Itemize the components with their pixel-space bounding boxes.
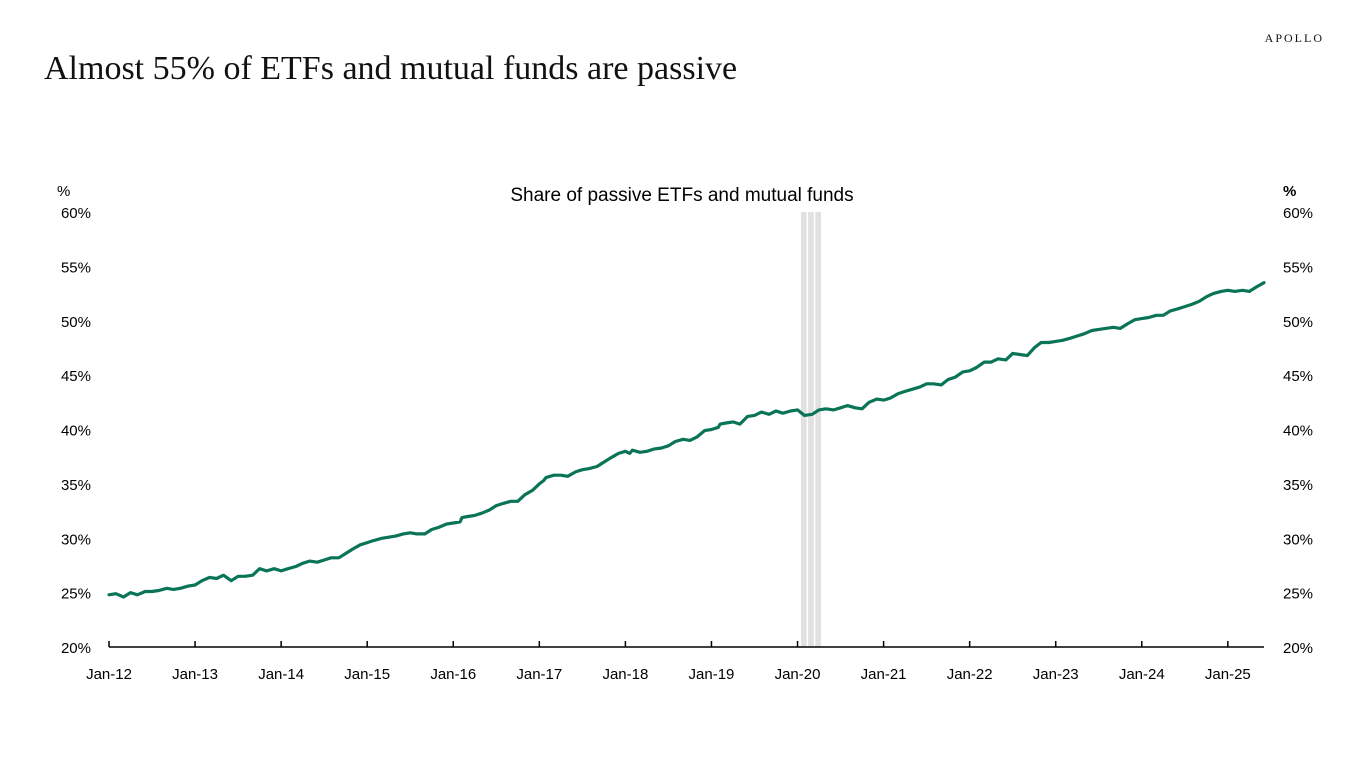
y-tick-label-right: 20%: [1283, 640, 1313, 657]
x-tick-label: Jan-19: [689, 666, 735, 683]
x-tick-label: Jan-23: [1033, 666, 1079, 683]
left-axis-unit-label: %: [57, 183, 70, 200]
y-tick-label-left: 35%: [61, 477, 91, 494]
y-tick-label-left: 20%: [61, 640, 91, 657]
y-tick-label-left: 60%: [61, 205, 91, 222]
x-tick-label: Jan-20: [775, 666, 821, 683]
recession-bands: [800, 212, 821, 647]
y-axis-left: 20% 25% 30% 35% 40% 45% 50% 55% 60%: [61, 205, 91, 657]
x-tick-label: Jan-22: [947, 666, 993, 683]
x-tick-label: Jan-24: [1119, 666, 1165, 683]
y-tick-label-left: 55%: [61, 259, 91, 276]
x-tick-label: Jan-15: [344, 666, 390, 683]
y-tick-label-left: 45%: [61, 368, 91, 385]
y-axis-right: 20% 25% 30% 35% 40% 45% 50% 55% 60%: [1283, 205, 1313, 657]
chart-title: Share of passive ETFs and mutual funds: [510, 185, 853, 206]
y-tick-label-right: 60%: [1283, 205, 1313, 222]
y-tick-label-left: 25%: [61, 586, 91, 603]
y-tick-label-right: 35%: [1283, 477, 1313, 494]
y-tick-label-right: 25%: [1283, 586, 1313, 603]
x-tick-label: Jan-17: [516, 666, 562, 683]
x-tick-label: Jan-13: [172, 666, 218, 683]
y-tick-label-left: 40%: [61, 423, 91, 440]
y-tick-label-left: 30%: [61, 531, 91, 548]
series-line-passive-share: [107, 281, 1266, 599]
x-tick-label: Jan-21: [861, 666, 907, 683]
x-tick-label: Jan-25: [1205, 666, 1251, 683]
x-tick-label: Jan-16: [430, 666, 476, 683]
recession-band-stripe: [815, 212, 821, 647]
page-title: Almost 55% of ETFs and mutual funds are …: [44, 50, 738, 87]
brand-logo: APOLLO: [1264, 31, 1324, 45]
x-tick-label: Jan-14: [258, 666, 304, 683]
y-tick-label-left: 50%: [61, 314, 91, 331]
x-axis: Jan-12 Jan-13 Jan-14 Jan-15 Jan-16 Jan-17 Jan-…: [86, 641, 1251, 683]
y-tick-label-right: 50%: [1283, 314, 1313, 331]
y-tick-label-right: 55%: [1283, 259, 1313, 276]
y-tick-label-right: 30%: [1283, 531, 1313, 548]
right-axis-unit-label: %: [1283, 183, 1296, 200]
recession-band-stripe: [800, 212, 807, 647]
y-tick-label-right: 40%: [1283, 423, 1313, 440]
recession-band-stripe: [808, 212, 814, 647]
x-tick-label: Jan-18: [602, 666, 648, 683]
x-tick-label: Jan-12: [86, 666, 132, 683]
y-tick-label-right: 45%: [1283, 368, 1313, 385]
